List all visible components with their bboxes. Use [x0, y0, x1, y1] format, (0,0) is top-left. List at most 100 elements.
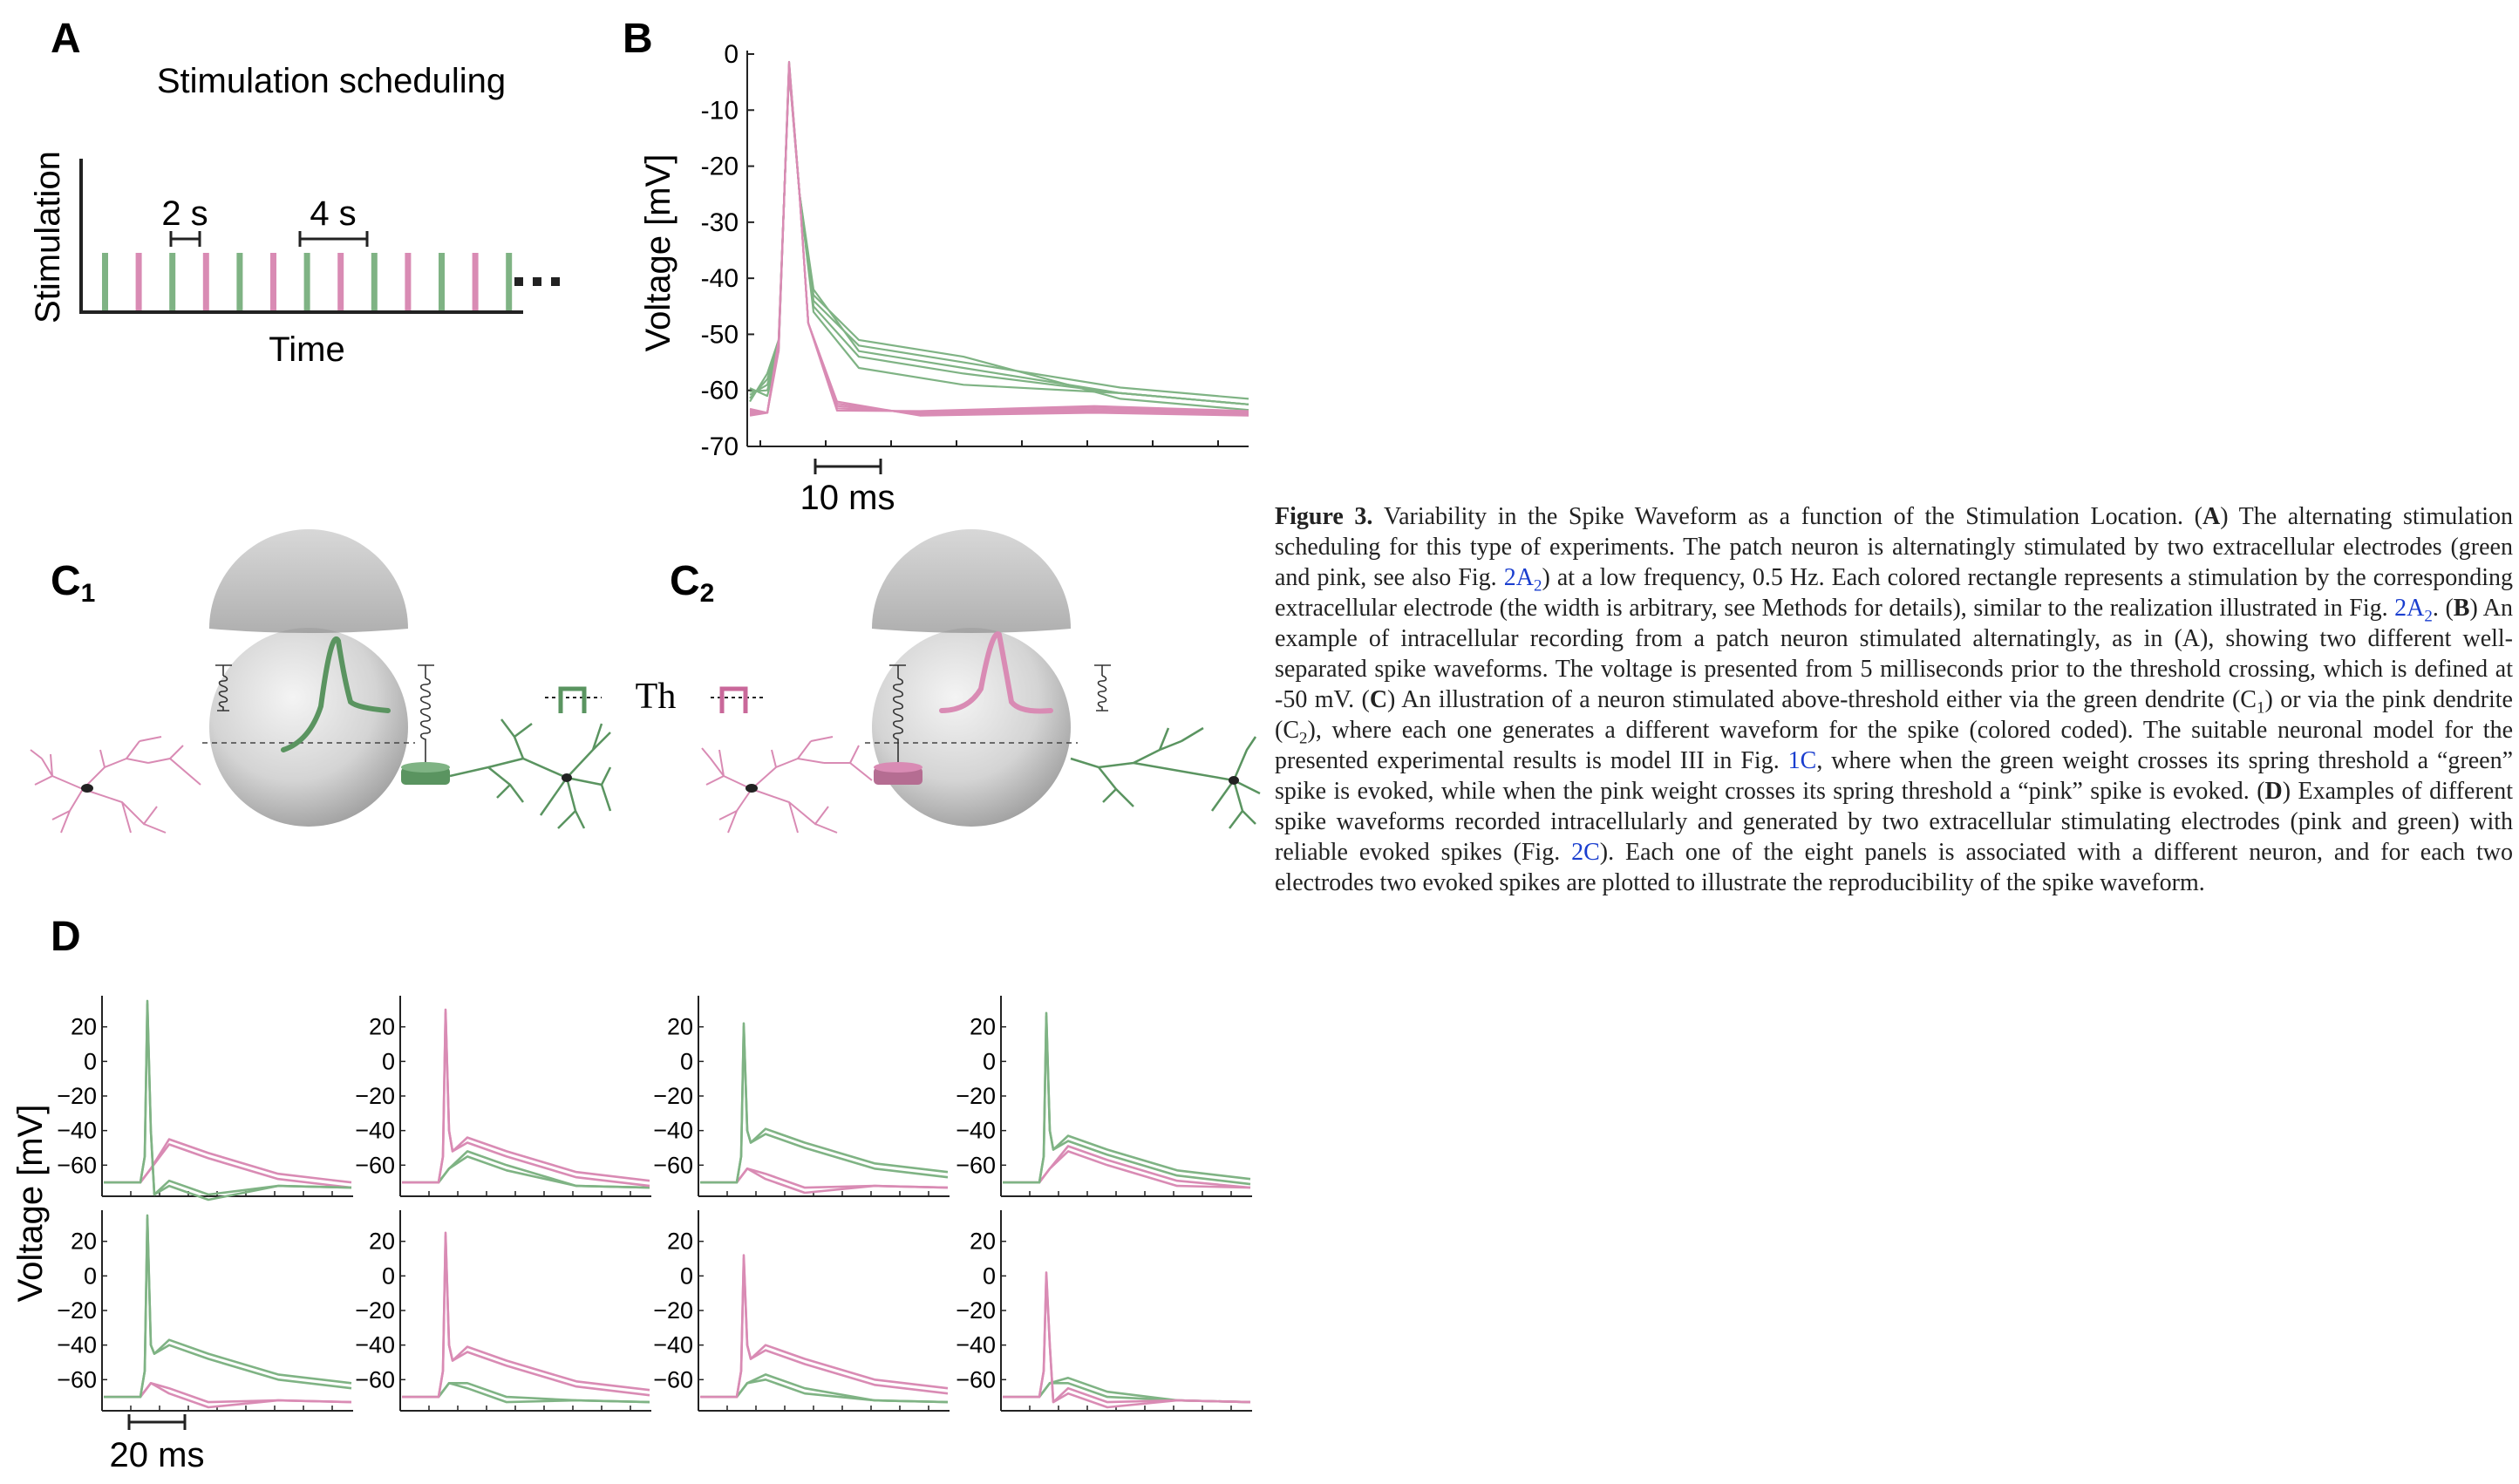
- panel-d-scalebar: [127, 1414, 187, 1430]
- panel-d-ytick-label: −40: [57, 1332, 97, 1358]
- panel-d-trace-green: [103, 999, 352, 1201]
- panel-b-ylabel: Voltage [mV]: [639, 154, 677, 352]
- panel-b-trace-pink: [749, 63, 1249, 414]
- pink-pulse-icon: [719, 686, 748, 713]
- green-dendrite-c1: [449, 718, 612, 829]
- panel-b-ytick-label: 0: [724, 40, 739, 69]
- stimulation-bar-pink: [472, 253, 479, 310]
- panel-a-title: Stimulation scheduling: [157, 62, 506, 100]
- green-spike-icon: [281, 636, 391, 752]
- panel-d-subplot: 20 0 −20 −40 −60: [653, 1210, 950, 1412]
- ellipsis: [514, 277, 560, 286]
- panel-b-scalebar-label: 10 ms: [800, 479, 895, 517]
- panel-d-ytick-label: 20: [667, 1229, 693, 1255]
- panel-b-trace-green: [749, 65, 1249, 400]
- caption-text: , where when the green weight crosses it…: [1275, 747, 2513, 805]
- panel-d-ytick-label: 0: [983, 1263, 996, 1289]
- panel-d-trace-green: [1002, 1015, 1251, 1184]
- panel-d-ytick-label: −60: [355, 1152, 395, 1178]
- figure-reference-link[interactable]: 2A2: [1503, 564, 1542, 596]
- panel-d-ytick-label: 20: [667, 1014, 693, 1040]
- panel-b-label: B: [623, 16, 653, 62]
- panel-b-trace-green: [749, 60, 1249, 405]
- panel-d-trace-green: [103, 1217, 352, 1399]
- panel-d-ytick-label: −20: [956, 1297, 996, 1324]
- pink-dendrite-c2: [701, 736, 873, 834]
- panel-b-ytick-label: -20: [701, 153, 739, 181]
- stimulation-bar-pink: [337, 253, 344, 310]
- green-pulse-icon: [558, 686, 587, 713]
- panel-b: B Voltage [mV] 0 -10 -20 -30 -40 -50 -60 -70 10…: [623, 16, 1249, 517]
- stimulation-bar-green: [439, 253, 445, 310]
- panel-d-ytick-label: −40: [956, 1332, 996, 1358]
- spring-right-c1: [418, 664, 434, 767]
- stimulation-bar-green: [371, 253, 378, 310]
- caption-text: ) at a low frequency, 0.5 Hz. Each color…: [1275, 564, 2513, 622]
- panel-b-trace-pink: [749, 70, 1249, 417]
- caption-text: ) or via the pink dendrite (C: [1275, 686, 2513, 744]
- panel-d-trace-green: [103, 1214, 352, 1399]
- caption-label: Figure 3.: [1275, 503, 1384, 530]
- panel-d-ytick-label: −20: [355, 1297, 395, 1324]
- caption-text: ). Each one of the eight panels is assoc…: [1275, 839, 2513, 896]
- panel-b-ytick-label: -50: [701, 320, 739, 349]
- panel-a-xlabel: Time: [269, 330, 344, 369]
- green-weight-top-c1: [401, 762, 450, 773]
- panel-b-trace-green: [749, 63, 1249, 405]
- panel-c: C1 C2: [30, 529, 1261, 834]
- stimulation-bar-green: [303, 253, 310, 310]
- panel-d-ytick-label: −60: [653, 1152, 693, 1178]
- panel-d-ytick-label: −60: [57, 1152, 97, 1178]
- panel-d-subplot: 20 0 −20 −40 −60: [956, 996, 1252, 1197]
- panel-d-ytick-label: −40: [355, 1332, 395, 1358]
- panel-d-subplot: 20 0 −20 −40 −60: [355, 1210, 651, 1412]
- panel-b-trace-pink: [749, 60, 1249, 414]
- interval-2s-bracket: [169, 231, 201, 247]
- interval-4s-bracket: [298, 231, 369, 247]
- stimulation-bar-pink: [135, 253, 142, 310]
- panel-d-ytick-label: 20: [970, 1014, 996, 1040]
- panel-d-ytick-label: 0: [84, 1048, 97, 1074]
- caption-text: ) An illustration of a neuron stimulated…: [1387, 686, 2257, 713]
- pink-dendrite-c1: [30, 736, 201, 834]
- caption-text: 1: [2256, 698, 2265, 718]
- green-dendrite-c2: [1070, 726, 1261, 829]
- panel-d-ytick-label: 0: [680, 1263, 693, 1289]
- panel-a-ylabel: Stimulation: [29, 151, 67, 323]
- panel-d-subplot: 20 0 −20 −40 −60: [956, 1210, 1252, 1412]
- sphere-cap-c1: [209, 529, 408, 633]
- figure-reference-link[interactable]: 2C: [1571, 839, 1600, 866]
- panel-d-ytick-label: 20: [369, 1229, 395, 1255]
- panel-d-trace-pink: [401, 1008, 650, 1188]
- panel-d-trace-pink: [699, 1257, 949, 1399]
- panel-d-ytick-label: 0: [382, 1263, 395, 1289]
- panel-d-ytick-label: −60: [956, 1366, 996, 1392]
- panel-d-ytick-label: −40: [57, 1118, 97, 1144]
- panel-d-ytick-label: −20: [57, 1083, 97, 1109]
- panel-b-trace-green: [749, 67, 1249, 412]
- panel-d-ytick-label: −20: [57, 1297, 97, 1324]
- panel-d-subplot: 20 0 −20 −40 −60: [57, 996, 353, 1201]
- panel-b-trace-pink: [749, 65, 1249, 415]
- panel-a: A Stimulation scheduling Stimulation Tim…: [29, 16, 560, 369]
- stimulation-bar-green: [169, 253, 176, 310]
- caption-text: ) The alternating stimulation scheduling…: [1275, 503, 2513, 591]
- panel-d-ytick-label: −20: [355, 1083, 395, 1109]
- caption-text: ) An example of intracellular recording …: [1275, 595, 2514, 713]
- panel-d-ytick-label: −40: [653, 1332, 693, 1358]
- figure-3: A Stimulation scheduling Stimulation Tim…: [11, 16, 1261, 1474]
- panel-d-trace-pink: [699, 1254, 949, 1399]
- neuron-c1: [30, 529, 612, 834]
- figure-reference-link[interactable]: 1C: [1787, 747, 1817, 774]
- caption-text: . (: [2432, 595, 2454, 622]
- pink-spike-icon: [939, 631, 1053, 714]
- figure-caption: Figure 3. Variability in the Spike Wavef…: [1275, 501, 2513, 898]
- figure-reference-link[interactable]: 2A2: [2394, 595, 2433, 626]
- stimulation-bar-green: [102, 253, 108, 310]
- spring-left-c1: [215, 664, 232, 711]
- sphere-c2: [872, 628, 1071, 827]
- panel-b-trace-green: [749, 70, 1249, 405]
- panel-d-ytick-label: 0: [983, 1048, 996, 1074]
- panel-b-ytick-label: -40: [701, 264, 739, 293]
- panel-d-subplot: 20 0 −20 −40 −60: [57, 1210, 353, 1412]
